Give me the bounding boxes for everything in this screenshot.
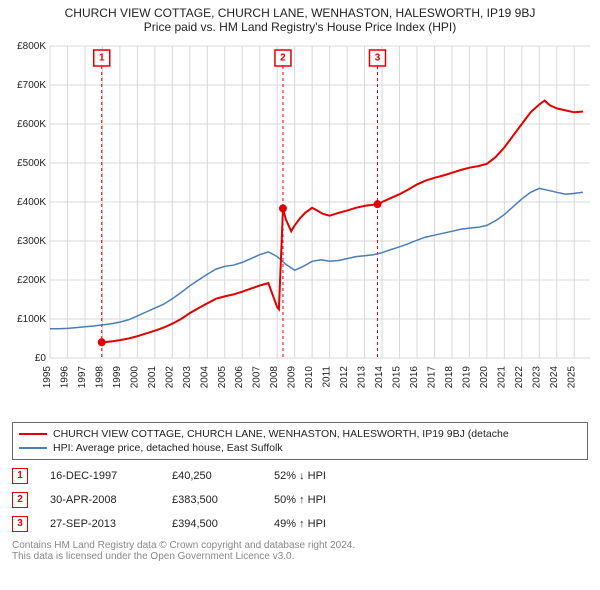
chart-container: CHURCH VIEW COTTAGE, CHURCH LANE, WENHAS…: [0, 0, 600, 562]
svg-text:£700K: £700K: [17, 80, 46, 91]
svg-text:2006: 2006: [234, 366, 245, 389]
svg-text:£800K: £800K: [17, 41, 46, 52]
legend-label: HPI: Average price, detached house, East…: [53, 442, 283, 454]
sale-marker-icon: 3: [12, 516, 28, 532]
svg-text:2014: 2014: [374, 366, 385, 389]
svg-text:2019: 2019: [461, 366, 472, 389]
sale-delta: 49% ↑ HPI: [274, 518, 326, 530]
sale-date: 27-SEP-2013: [50, 518, 150, 530]
svg-text:2005: 2005: [217, 366, 228, 389]
svg-text:1998: 1998: [94, 366, 105, 389]
svg-text:2023: 2023: [531, 366, 542, 389]
svg-text:2017: 2017: [426, 366, 437, 389]
sale-date: 16-DEC-1997: [50, 470, 150, 482]
chart-plot: £0 £100K £200K £300K £400K £500K £600K £700K £80…: [0, 38, 600, 418]
svg-text:2022: 2022: [514, 366, 525, 389]
svg-text:£400K: £400K: [17, 197, 46, 208]
svg-text:2000: 2000: [129, 366, 140, 389]
svg-text:2007: 2007: [252, 366, 263, 389]
legend-swatch: [19, 447, 47, 449]
svg-text:2004: 2004: [199, 366, 210, 389]
svg-text:1997: 1997: [77, 366, 88, 389]
svg-text:2021: 2021: [496, 366, 507, 389]
svg-text:2: 2: [280, 53, 286, 64]
sale-date: 30-APR-2008: [50, 494, 150, 506]
legend-label: CHURCH VIEW COTTAGE, CHURCH LANE, WENHAS…: [53, 428, 509, 440]
chart-title: CHURCH VIEW COTTAGE, CHURCH LANE, WENHAS…: [0, 0, 600, 20]
svg-text:2002: 2002: [164, 366, 175, 389]
legend-item: HPI: Average price, detached house, East…: [19, 441, 581, 455]
svg-text:2009: 2009: [287, 366, 298, 389]
svg-text:£0: £0: [35, 353, 47, 364]
sale-row: 1 16-DEC-1997 £40,250 52% ↓ HPI: [12, 464, 588, 488]
svg-text:1999: 1999: [112, 366, 123, 389]
sale-row: 3 27-SEP-2013 £394,500 49% ↑ HPI: [12, 512, 588, 536]
svg-text:1996: 1996: [59, 366, 70, 389]
svg-text:1995: 1995: [42, 366, 53, 389]
svg-text:2003: 2003: [182, 366, 193, 389]
sales-list: 1 16-DEC-1997 £40,250 52% ↓ HPI 2 30-APR…: [12, 464, 588, 536]
sale-price: £394,500: [172, 518, 252, 530]
sale-price: £40,250: [172, 470, 252, 482]
svg-text:£600K: £600K: [17, 119, 46, 130]
svg-text:2012: 2012: [339, 366, 350, 389]
legend-item: CHURCH VIEW COTTAGE, CHURCH LANE, WENHAS…: [19, 427, 581, 441]
footer-line: Contains HM Land Registry data © Crown c…: [12, 540, 588, 551]
sale-marker-icon: 1: [12, 468, 28, 484]
svg-text:£300K: £300K: [17, 236, 46, 247]
svg-text:2008: 2008: [269, 366, 280, 389]
svg-text:2013: 2013: [357, 366, 368, 389]
legend-swatch: [19, 433, 47, 435]
sale-price: £383,500: [172, 494, 252, 506]
svg-text:2001: 2001: [147, 366, 158, 389]
footer-line: This data is licensed under the Open Gov…: [12, 551, 588, 562]
footer-attribution: Contains HM Land Registry data © Crown c…: [12, 540, 588, 562]
svg-text:2025: 2025: [566, 366, 577, 389]
sale-marker-icon: 2: [12, 492, 28, 508]
sale-delta: 50% ↑ HPI: [274, 494, 326, 506]
svg-text:£100K: £100K: [17, 314, 46, 325]
svg-text:2018: 2018: [444, 366, 455, 389]
sale-row: 2 30-APR-2008 £383,500 50% ↑ HPI: [12, 488, 588, 512]
chart-subtitle: Price paid vs. HM Land Registry's House …: [0, 20, 600, 38]
svg-text:2024: 2024: [549, 366, 560, 389]
svg-text:3: 3: [375, 53, 381, 64]
svg-text:£200K: £200K: [17, 275, 46, 286]
svg-text:2010: 2010: [304, 366, 315, 389]
svg-text:2016: 2016: [409, 366, 420, 389]
svg-text:£500K: £500K: [17, 158, 46, 169]
sale-delta: 52% ↓ HPI: [274, 470, 326, 482]
svg-text:2020: 2020: [479, 366, 490, 389]
legend: CHURCH VIEW COTTAGE, CHURCH LANE, WENHAS…: [12, 422, 588, 460]
svg-text:2015: 2015: [392, 366, 403, 389]
svg-text:1: 1: [99, 53, 105, 64]
svg-text:2011: 2011: [322, 366, 333, 388]
